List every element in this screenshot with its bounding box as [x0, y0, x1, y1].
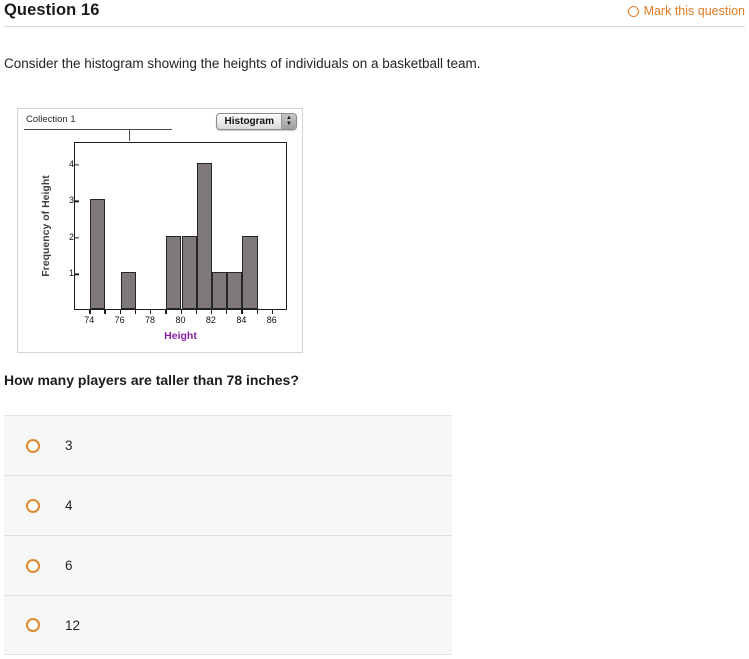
x-tick-mark	[104, 310, 106, 314]
collection-connector	[129, 129, 130, 141]
histogram-bars	[75, 143, 286, 309]
collection-label: Collection 1	[26, 114, 76, 125]
x-tick-label: 80	[175, 315, 186, 325]
histogram-bar	[242, 235, 258, 309]
x-tick-mark	[134, 310, 137, 314]
histogram-bar	[166, 235, 182, 309]
x-tick-mark	[241, 310, 243, 314]
question-intro-text: Consider the histogram showing the heigh…	[4, 56, 481, 71]
y-tick-mark	[75, 200, 79, 203]
answer-option-label: 4	[65, 498, 73, 513]
y-axis-title-variable: Height	[40, 175, 52, 208]
answer-options: 3 4 6 12	[4, 415, 452, 655]
x-tick-label: 84	[236, 315, 247, 325]
header-divider	[4, 26, 745, 27]
x-tick-label: 86	[266, 315, 277, 325]
mark-this-question-label: Mark this question	[643, 4, 745, 18]
histogram-bar	[196, 162, 212, 309]
answer-option-label: 12	[65, 617, 81, 633]
x-tick-mark	[210, 310, 213, 314]
y-tick-mark	[75, 164, 79, 166]
collection-underline	[24, 129, 172, 130]
answer-option[interactable]: 4	[4, 475, 452, 535]
y-tick-mark	[75, 237, 79, 239]
x-tick-mark	[180, 310, 182, 314]
histogram-bar	[227, 272, 243, 309]
x-tick-mark	[165, 310, 167, 314]
circle-outline-icon	[627, 5, 639, 17]
y-axis-ticks: 1 2 3 4	[58, 142, 74, 310]
chevron-up-icon: ▲	[286, 115, 292, 121]
x-tick-mark	[271, 310, 274, 314]
x-tick-mark	[256, 310, 258, 314]
histogram-bar	[211, 272, 228, 309]
histogram-bar	[181, 235, 197, 309]
radio-button-icon[interactable]	[26, 498, 40, 513]
plot-type-label: Histogram	[224, 116, 274, 127]
y-tick-label: 2	[68, 231, 74, 242]
chevron-down-icon: ▼	[286, 121, 292, 127]
radio-button-icon[interactable]	[26, 438, 40, 453]
y-tick-label: 4	[68, 158, 74, 169]
x-tick-label: 74	[84, 315, 95, 325]
x-tick-label: 78	[145, 315, 156, 325]
y-axis-title-prefix: Frequency of	[40, 207, 52, 277]
histogram-panel: Collection 1 Histogram ▲ ▼ Frequency of …	[17, 108, 303, 353]
histogram-bar	[120, 272, 136, 309]
histogram-bar	[90, 199, 106, 309]
question-header: Question 16 Mark this question	[0, 0, 749, 28]
x-axis-title: Height	[74, 330, 287, 342]
answer-option-label: 6	[65, 558, 73, 573]
plot-type-stepper[interactable]: ▲ ▼	[281, 114, 296, 129]
x-tick-mark	[150, 310, 152, 314]
answer-option[interactable]: 6	[4, 535, 452, 595]
answer-option-label: 3	[65, 438, 73, 453]
radio-button-icon[interactable]	[26, 618, 40, 632]
answer-option[interactable]: 3	[4, 415, 452, 475]
x-tick-label: 76	[114, 315, 125, 325]
x-tick-label: 82	[205, 315, 216, 325]
x-axis-ticks: 74 76 78 80 82 84 86	[74, 310, 287, 332]
mark-this-question-button[interactable]: Mark this question	[627, 4, 745, 18]
radio-button-icon[interactable]	[26, 558, 40, 573]
plot-type-select[interactable]: Histogram ▲ ▼	[215, 113, 297, 130]
question-text: How many players are taller than 78 inch…	[4, 372, 299, 388]
x-tick-mark	[89, 310, 91, 314]
x-axis-title-variable: Height	[164, 330, 197, 342]
x-tick-mark	[195, 310, 197, 314]
y-tick-mark	[75, 273, 79, 276]
x-tick-mark	[226, 310, 228, 314]
x-tick-mark	[119, 310, 121, 314]
y-axis-title: Frequency of Height	[38, 142, 54, 310]
plot-area	[74, 142, 287, 310]
answer-option[interactable]: 12	[4, 595, 452, 655]
page-title: Question 16	[4, 1, 100, 19]
y-tick-label: 3	[68, 195, 74, 206]
y-tick-marks	[75, 143, 81, 309]
y-tick-label: 1	[68, 268, 74, 279]
